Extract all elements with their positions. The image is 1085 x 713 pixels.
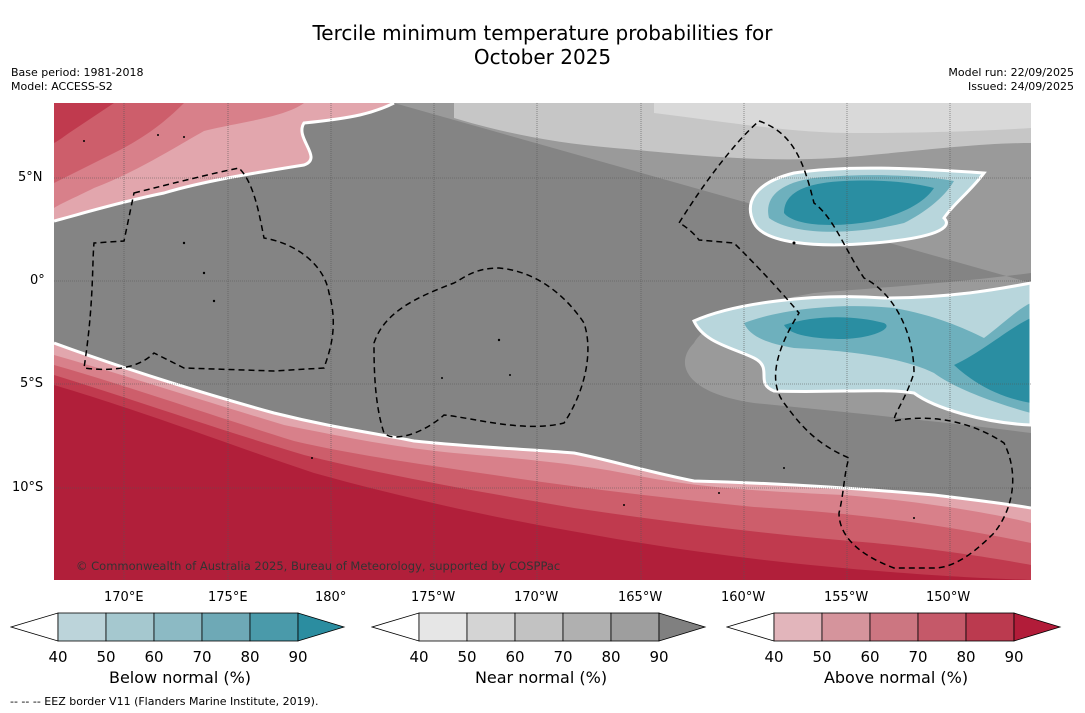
- colorbar-segment: [821, 612, 871, 642]
- lon-label-155w: 155°W: [824, 590, 869, 605]
- colorbar-above-svg: [725, 612, 1062, 642]
- colorbar-tick-label: 90: [288, 648, 308, 666]
- colorbar-tick-label: 80: [601, 648, 621, 666]
- below-normal-90-east-region: [784, 317, 1031, 403]
- colorbar-segment: [105, 612, 155, 642]
- colorbar-tick-label: 40: [409, 648, 429, 666]
- model-run: Model run: 22/09/2025: [948, 66, 1074, 79]
- title-line-2: October 2025: [473, 45, 612, 69]
- colorbar-below-title: Below normal (%): [108, 668, 252, 687]
- colorbar-below-svg: [9, 612, 346, 642]
- lon-label-170e: 170°E: [104, 590, 144, 605]
- lat-label-5s: 5°S: [20, 376, 44, 391]
- colorbar-segment: [418, 612, 468, 642]
- colorbar-segment: [562, 612, 612, 642]
- lat-label-5n: 5°N: [18, 170, 43, 185]
- below-normal-90-north-region: [784, 180, 934, 225]
- map-svg: [53, 101, 1033, 580]
- colorbar-tick-label: 60: [860, 648, 880, 666]
- colorbar-tick-label: 50: [457, 648, 477, 666]
- colorbar-above-normal: 40 50 60 70 80 90 Above normal (%): [725, 612, 1066, 692]
- colorbar-segment: [917, 612, 967, 642]
- colorbar-under-triangle: [9, 612, 59, 642]
- colorbar-tick-label: 40: [764, 648, 784, 666]
- colorbar-tick-label: 50: [96, 648, 116, 666]
- colorbar-tick-label: 60: [505, 648, 525, 666]
- colorbar-near-normal: 40 50 60 70 80 90 Near normal (%): [370, 612, 711, 692]
- near-above-boundary-south: [53, 341, 1032, 510]
- lon-label-180: 180°: [315, 590, 347, 605]
- colorbar-above-title: Above normal (%): [823, 668, 969, 687]
- colorbar-near-svg: [370, 612, 707, 642]
- above-normal-90-south-region: [54, 385, 1031, 580]
- colorbar-segment: [466, 612, 516, 642]
- lon-label-175e: 175°E: [208, 590, 248, 605]
- colorbar-tick-label: 70: [553, 648, 573, 666]
- colorbar-under-triangle: [725, 612, 775, 642]
- colorbar-segment: [153, 612, 203, 642]
- near-above-boundary-north: [53, 101, 395, 223]
- above-normal-80-north-region: [54, 103, 114, 143]
- colorbar-tick-label: 70: [908, 648, 928, 666]
- colorbar-tick-label: 60: [144, 648, 164, 666]
- colorbar-over-triangle: [297, 612, 346, 642]
- colorbar-tick-label: 80: [956, 648, 976, 666]
- colorbar-tick-label: 70: [192, 648, 212, 666]
- colorbar-over-triangle: [658, 612, 707, 642]
- lon-label-165w: 165°W: [618, 590, 663, 605]
- near-normal-50-region: [654, 103, 1031, 133]
- below-east-boundary: [692, 281, 1033, 427]
- meta-right: Model run: 22/09/2025 Issued: 24/09/2025: [948, 66, 1074, 94]
- eez-footer-note: -- -- -- EEZ border V11 (Flanders Marine…: [10, 695, 319, 708]
- colorbar-segment: [869, 612, 919, 642]
- colorbar-tick-label: 40: [48, 648, 68, 666]
- lon-label-150w: 150°W: [926, 590, 971, 605]
- colorbar-segment: [514, 612, 564, 642]
- lat-label-0: 0°: [30, 273, 45, 288]
- colorbar-tick-label: 90: [649, 648, 669, 666]
- below-north-boundary: [748, 166, 987, 247]
- colorbar-segment: [249, 612, 299, 642]
- issued-date: Issued: 24/09/2025: [967, 80, 1074, 93]
- above-normal-70-north-region: [54, 103, 184, 183]
- lon-label-175w: 175°W: [411, 590, 456, 605]
- colorbar-segment: [57, 612, 107, 642]
- island-dots: [83, 134, 915, 519]
- model-name: Model: ACCESS-S2: [11, 80, 113, 93]
- colorbar-over-triangle: [1013, 612, 1062, 642]
- probability-map: [53, 101, 1033, 580]
- colorbar-below-normal: 40 50 60 70 80 90 Below normal (%): [9, 612, 350, 692]
- colorbar-tick-label: 80: [240, 648, 260, 666]
- colorbar-tick-label: 50: [812, 648, 832, 666]
- lon-label-170w: 170°W: [514, 590, 559, 605]
- title-line-1: Tercile minimum temperature probabilitie…: [312, 21, 773, 45]
- colorbar-segment: [965, 612, 1015, 642]
- meta-left: Base period: 1981-2018 Model: ACCESS-S2: [11, 66, 143, 94]
- lon-label-160w: 160°W: [721, 590, 766, 605]
- base-period: Base period: 1981-2018: [11, 66, 144, 79]
- eez-borders: [83, 120, 1014, 569]
- colorbar-tick-label: 90: [1004, 648, 1024, 666]
- copyright-notice: © Commonwealth of Australia 2025, Bureau…: [76, 559, 561, 573]
- lat-label-10s: 10°S: [12, 480, 44, 495]
- colorbar-under-triangle: [370, 612, 420, 642]
- chart-title: Tercile minimum temperature probabilitie…: [0, 21, 1085, 69]
- colorbar-segment: [610, 612, 660, 642]
- colorbar-segment: [201, 612, 251, 642]
- colorbar-segment: [773, 612, 823, 642]
- graticule: [54, 103, 1031, 580]
- colorbar-near-title: Near normal (%): [474, 668, 608, 687]
